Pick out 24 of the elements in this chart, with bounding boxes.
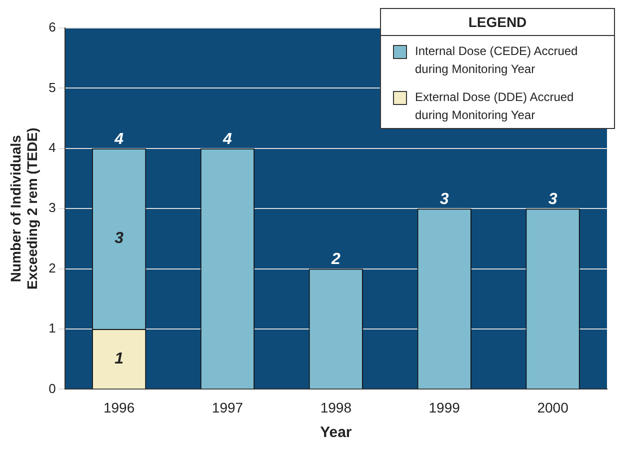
total-label: 4 — [222, 130, 232, 148]
data-label: 1 — [114, 350, 124, 368]
legend-label: External Dose (DDE) Accrued during Monitoring Year — [415, 89, 575, 124]
x-tick-label: 1999 — [428, 399, 460, 416]
total-label: 3 — [548, 191, 558, 208]
total-label: 3 — [440, 191, 449, 208]
y-tick-label: 1 — [48, 320, 56, 336]
legend-title: LEGEND — [467, 13, 528, 32]
x-axis-title: Year — [320, 424, 352, 442]
x-tick-label: 2000 — [537, 399, 569, 416]
y-axis-title: Number of Individuals Exceeding 2 rem (TEDE) — [7, 128, 40, 290]
legend-label: Internal Dose (CEDE) Accrued during Monitoring Year — [415, 43, 579, 78]
y-tick-label: 4 — [48, 140, 56, 155]
x-tick-label: 1998 — [320, 399, 352, 416]
y-tick-label: 5 — [48, 80, 56, 95]
y-tick-label: 6 — [48, 20, 56, 35]
total-label: 2 — [330, 251, 340, 268]
y-tick-label: 0 — [48, 380, 56, 396]
y-tick-label: 3 — [48, 200, 56, 216]
x-tick-label: 1996 — [103, 399, 135, 416]
x-tick-label: 1997 — [212, 399, 244, 416]
y-tick-label: 2 — [48, 260, 56, 276]
data-label: 3 — [114, 230, 124, 248]
total-label: 4 — [114, 130, 124, 148]
